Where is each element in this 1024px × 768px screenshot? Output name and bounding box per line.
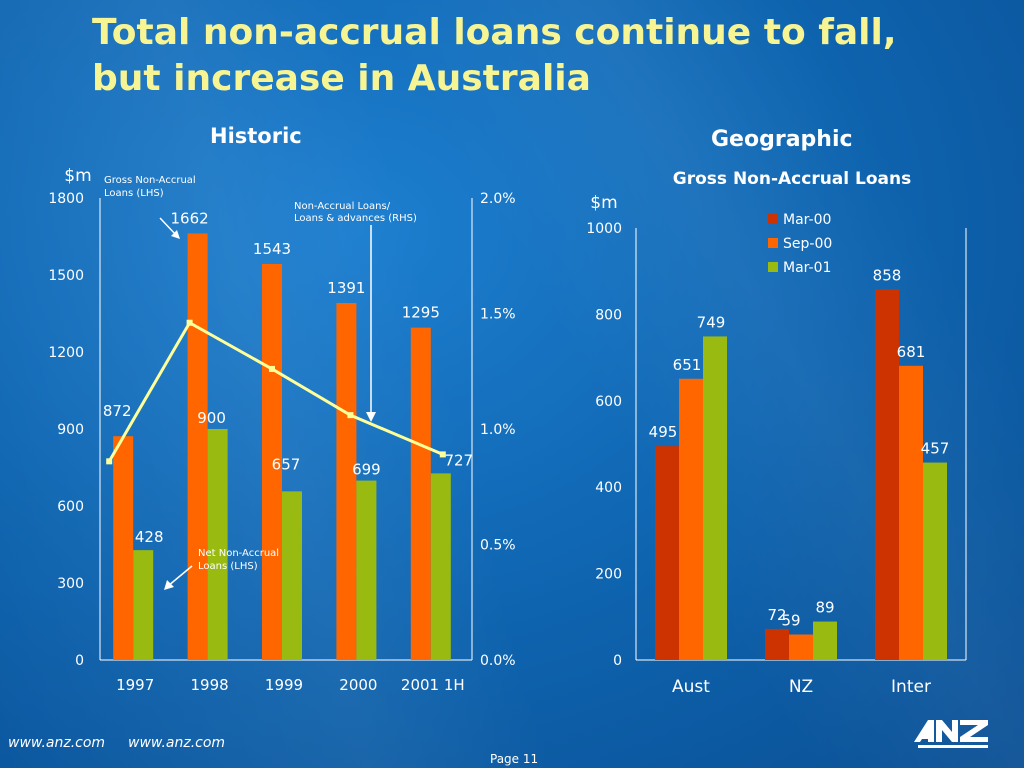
page-number: Page 11 <box>490 752 539 766</box>
net-nal-bar <box>133 550 154 660</box>
historic-y-tick-label: 300 <box>57 576 84 592</box>
geographic-bar <box>789 634 813 660</box>
ratio-annotation: Loans & advances (RHS) <box>294 213 417 224</box>
historic-y-tick-label: 1800 <box>48 191 84 207</box>
geographic-x-tick-label: NZ <box>789 677 813 697</box>
historic-y-tick-label: 900 <box>57 422 84 438</box>
historic-y-tick-label: 600 <box>57 499 84 515</box>
geographic-y-tick-label: 1000 <box>586 221 622 237</box>
historic-x-tick-label: 2000 <box>339 676 377 694</box>
footer-url-2[interactable]: www.anz.com <box>128 735 226 751</box>
net-nal-bar <box>282 491 302 660</box>
net-nal-data-label: 699 <box>352 461 381 479</box>
geographic-bar <box>765 628 789 660</box>
ratio-line-marker <box>439 451 446 458</box>
historic-x-tick-label: 1998 <box>191 676 229 694</box>
geographic-bar <box>813 621 837 660</box>
ratio-line-marker <box>106 458 113 465</box>
geographic-data-label: 72 <box>767 606 786 624</box>
gross-nal-annotation: Gross Non-Accrual <box>104 175 196 186</box>
geographic-y-unit-label: $m <box>590 193 617 213</box>
historic-y2-tick-label: 1.0% <box>480 422 516 438</box>
geographic-data-label: 89 <box>815 599 834 617</box>
ratio-annotation: Non-Accrual Loans/ <box>294 201 391 212</box>
historic-y-unit-label: $m <box>64 166 91 186</box>
geographic-bar <box>899 365 923 660</box>
geographic-data-label: 681 <box>897 343 926 361</box>
historic-y2-tick-label: 0.0% <box>480 653 516 669</box>
legend-label: Mar-01 <box>783 260 831 276</box>
net-nal-data-label: 727 <box>444 451 473 469</box>
geographic-bar <box>703 336 727 660</box>
net-nal-data-label: 657 <box>272 455 301 473</box>
historic-y-tick-label: 1500 <box>48 268 84 284</box>
geographic-bar <box>923 462 947 660</box>
geographic-data-label: 749 <box>697 313 726 331</box>
geographic-y-tick-label: 400 <box>595 480 622 496</box>
gross-nal-bar <box>113 436 134 660</box>
geographic-y-tick-label: 0 <box>613 653 622 669</box>
historic-y-tick-label: 1200 <box>48 345 84 361</box>
gross-nal-bar <box>187 233 208 661</box>
net-nal-annotation-arrow <box>167 565 193 587</box>
geographic-data-label: 495 <box>649 423 678 441</box>
historic-y2-tick-label: 2.0% <box>480 191 516 207</box>
geographic-data-label: 457 <box>921 440 950 458</box>
net-nal-bar <box>356 480 377 660</box>
net-nal-annotation: Net Non-Accrual <box>198 548 279 559</box>
net-nal-data-label: 428 <box>135 528 164 546</box>
legend-label: Mar-00 <box>783 212 831 228</box>
gross-nal-data-label: 872 <box>103 402 132 420</box>
geographic-y-tick-label: 600 <box>595 394 622 410</box>
net-nal-annotation: Loans (LHS) <box>198 561 258 572</box>
geographic-y-tick-label: 200 <box>595 567 622 583</box>
historic-x-tick-label: 1999 <box>265 676 303 694</box>
geographic-data-label: 651 <box>673 356 702 374</box>
geographic-x-tick-label: Inter <box>891 677 931 697</box>
historic-y2-tick-label: 1.5% <box>480 307 516 323</box>
geographic-chart-title: Geographic <box>711 127 853 152</box>
net-nal-bar <box>430 473 451 660</box>
geographic-data-label: 59 <box>781 612 800 630</box>
geographic-data-label: 858 <box>873 266 902 284</box>
gross-nal-bar <box>262 263 282 660</box>
net-nal-data-label: 900 <box>197 409 226 427</box>
gross-nal-data-label: 1543 <box>253 240 291 258</box>
gross-nal-bar <box>336 302 357 660</box>
gross-nal-data-label: 1295 <box>402 304 440 322</box>
gross-nal-data-label: 1662 <box>171 209 209 227</box>
geographic-y-tick-label: 800 <box>595 307 622 323</box>
ratio-line-marker <box>186 319 193 326</box>
gross-nal-annotation: Loans (LHS) <box>104 188 164 199</box>
geographic-bar <box>679 378 703 660</box>
legend-swatch <box>768 214 778 224</box>
gross-nal-annotation-arrowhead <box>171 230 180 239</box>
net-nal-bar <box>207 429 228 660</box>
legend-swatch <box>768 262 778 272</box>
geographic-x-tick-label: Aust <box>672 677 710 697</box>
gross-nal-bar <box>410 327 431 660</box>
historic-y-tick-label: 0 <box>75 653 84 669</box>
ratio-annotation-arrowhead <box>366 412 376 422</box>
anz-logo <box>914 720 988 748</box>
geographic-bar <box>655 446 679 660</box>
legend-swatch <box>768 238 778 248</box>
ratio-line-marker <box>347 412 354 419</box>
gross-nal-data-label: 1391 <box>327 279 365 297</box>
historic-y2-tick-label: 0.5% <box>480 538 516 554</box>
historic-x-tick-label: 1997 <box>116 676 154 694</box>
legend-label: Sep-00 <box>783 236 832 252</box>
geographic-bar <box>875 289 899 660</box>
historic-chart-title: Historic <box>210 124 302 148</box>
footer-url-1[interactable]: www.anz.com <box>8 735 106 751</box>
geographic-chart-subtitle: Gross Non-Accrual Loans <box>673 169 911 189</box>
historic-x-tick-label: 2001 1H <box>401 676 465 694</box>
ratio-line-marker <box>269 365 275 372</box>
slide-title: Total non-accrual loans continue to fall… <box>92 12 897 99</box>
net-nal-annotation-arrowhead <box>164 580 174 590</box>
